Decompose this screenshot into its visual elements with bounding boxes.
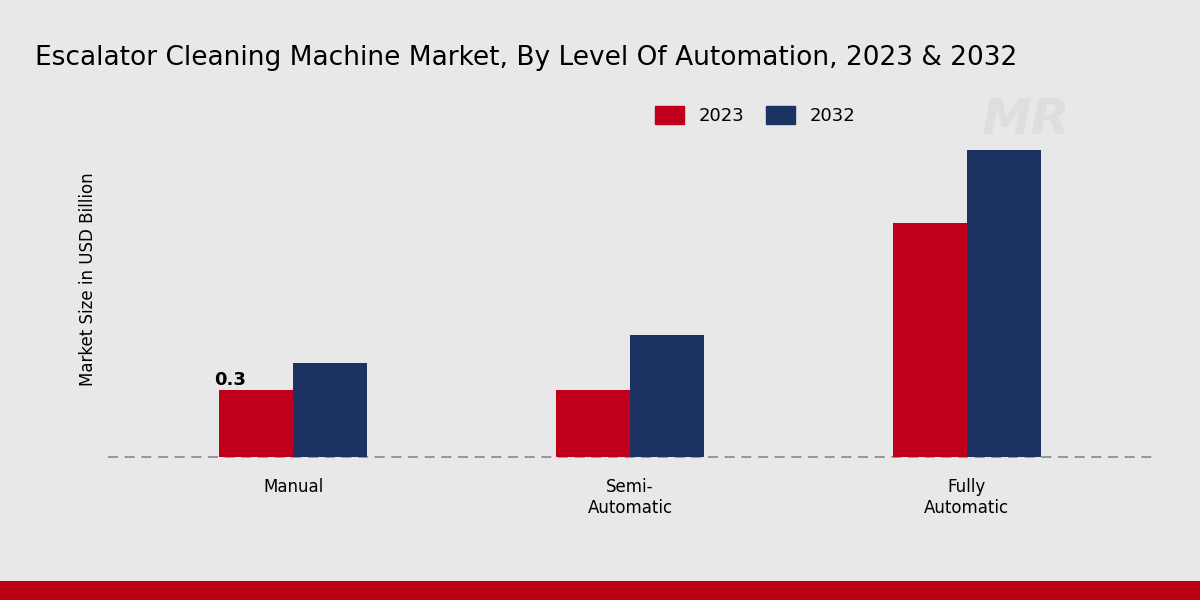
Y-axis label: Market Size in USD Billion: Market Size in USD Billion <box>79 172 97 386</box>
Bar <box>967 150 1040 457</box>
Bar <box>630 335 704 457</box>
Text: 0.3: 0.3 <box>215 371 246 389</box>
Legend: 2023, 2032: 2023, 2032 <box>648 99 863 132</box>
Bar <box>220 390 293 457</box>
Text: Escalator Cleaning Machine Market, By Level Of Automation, 2023 & 2032: Escalator Cleaning Machine Market, By Le… <box>35 45 1018 71</box>
Bar <box>556 390 630 457</box>
Bar <box>293 364 367 457</box>
Text: MR: MR <box>982 96 1070 144</box>
Bar <box>893 223 967 457</box>
